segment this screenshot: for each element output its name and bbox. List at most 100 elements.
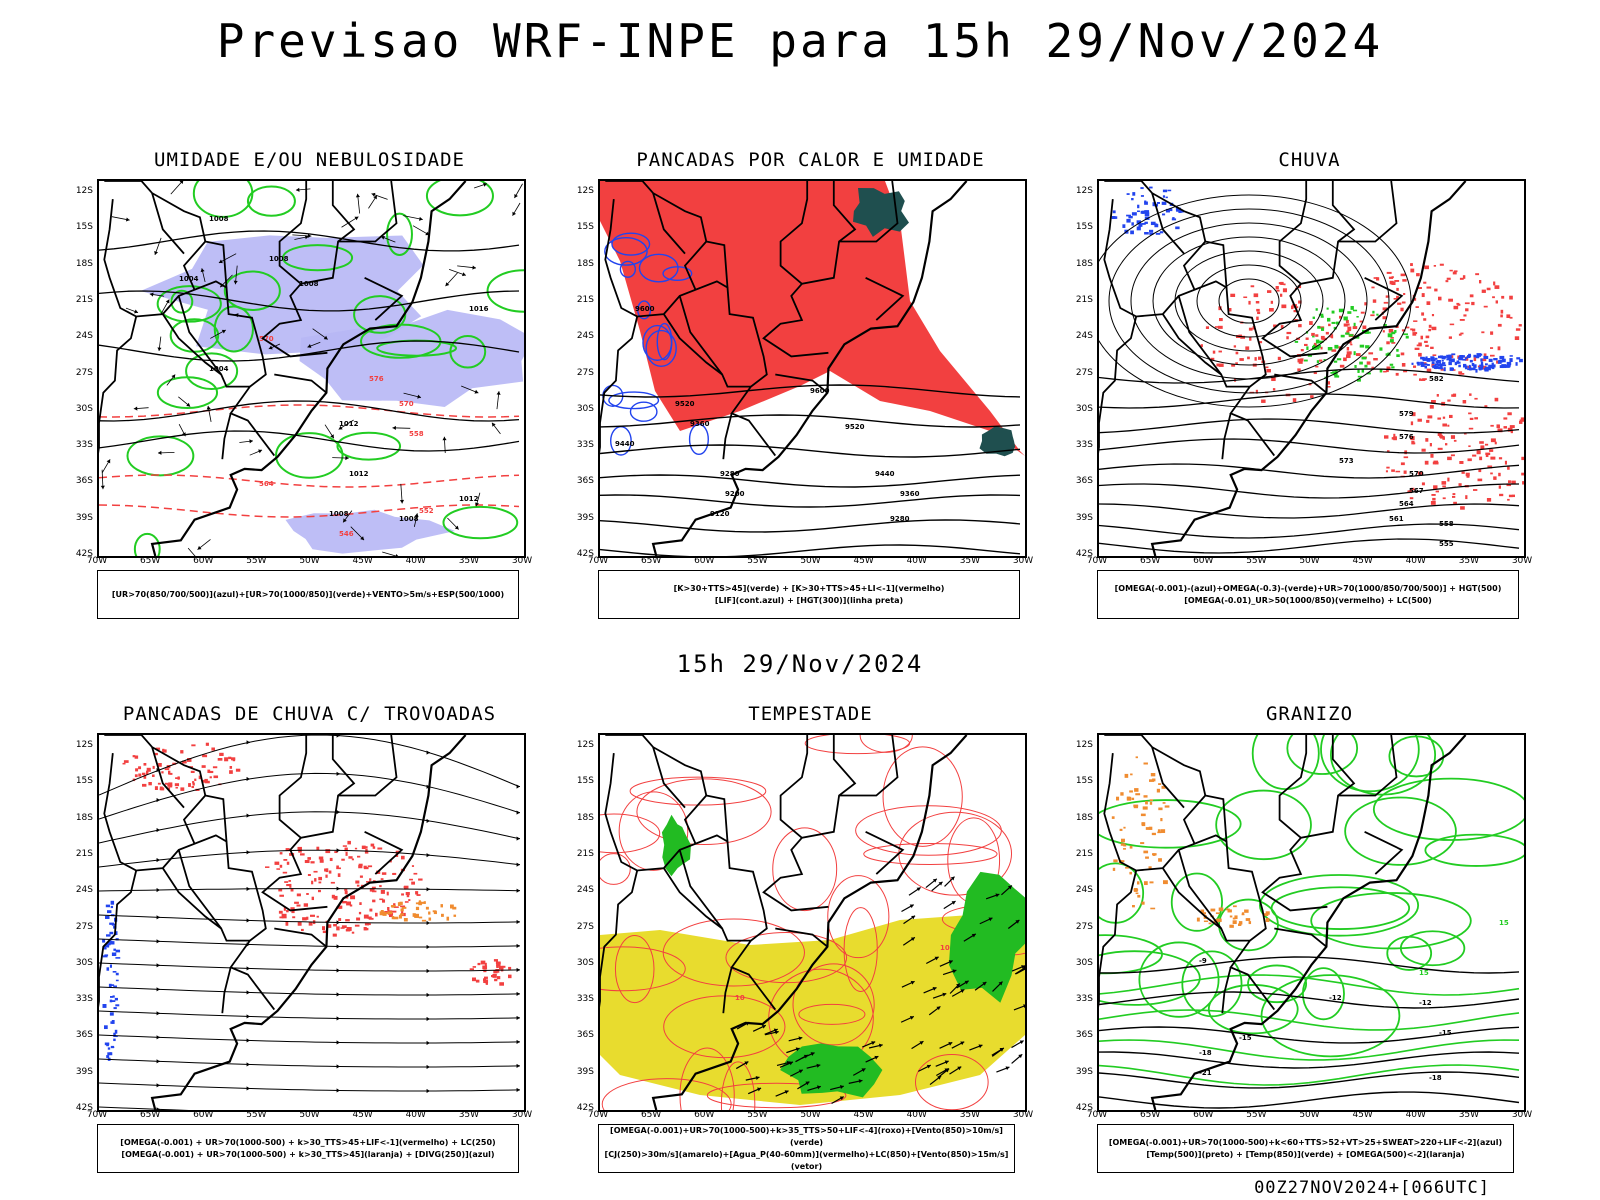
storm-area-red [469,959,512,986]
humidity-contour-green [275,432,344,479]
main-title: Previsao WRF-INPE para 15h 29/Nov/2024 [216,14,1384,68]
wind-arrow [292,233,312,238]
political-border [261,837,328,912]
wind-arrow [368,195,378,209]
streamline-arrow [336,944,340,949]
contour-label: 1004 [179,275,199,283]
temp-850-contour [1286,735,1359,775]
temp-850-contour [1258,874,1420,937]
streamline-arrow [516,967,520,972]
streamline-arrow [516,888,520,893]
lifted-index-contour [645,329,677,368]
wind-vector [1014,966,1025,975]
temp-500-contour [1099,956,1520,974]
streamline-arrow [336,848,340,853]
contour-label: 1012 [349,470,369,478]
lon-tick-label: 70W [86,556,108,566]
precipitable-water-contour [720,1061,756,1110]
contour-label: 579 [1399,410,1414,418]
lifted-index-contour [638,253,679,283]
wind-arrow [178,396,191,407]
streamline [99,735,520,796]
contour-label: -15 [1439,1029,1452,1037]
wind-arrow [154,237,162,256]
political-border [775,373,828,394]
precipitable-water-contour [662,918,805,987]
lon-tick-label: 50W [800,1110,821,1120]
wind-arrow [403,215,423,221]
lat-tick-label: 24S [576,885,594,896]
lat-tick-label: 12S [576,740,594,751]
contour-label: 552 [419,507,434,515]
streamline-arrow [156,797,160,803]
temp-850-contour [1099,1039,1520,1061]
legend-line: [LIF](cont.azul) + [HGT(300)](linha pret… [714,595,904,605]
lon-tick-label: 55W [246,556,267,566]
map-panel: 1008 1008 1008 1004 1004 1012 1012 1016 1012 1008… [97,179,526,558]
political-border [1338,735,1398,797]
lat-tick-label: 39S [75,1066,93,1077]
lat-tick-label: 39S [576,512,594,523]
wind-vector [801,1052,815,1059]
contour-label: 558 [1439,520,1454,528]
wind-arrow [392,425,411,430]
height-contour [1099,523,1520,539]
storm-area-red [122,742,241,791]
precipitable-water-contour [600,813,661,854]
lat-tick-label: 39S [75,512,93,523]
wind-vector [951,988,965,997]
contour-label: 9600 [635,305,655,313]
political-border [274,927,327,948]
wind-arrow [218,253,237,264]
lon-tick-label: 70W [1086,556,1108,566]
wind-vector [735,1061,749,1070]
streamline-arrow [426,887,430,892]
lat-tick-label: 18S [1075,812,1093,823]
political-border [1103,735,1228,872]
temp-500-contour [1099,1071,1520,1089]
contour-label: 582 [1429,375,1444,383]
east-coastline [651,181,968,556]
thickness-line [99,504,520,518]
streamline [99,772,520,820]
humidity-contour-green [170,289,194,314]
lat-tick-label: 33S [1075,440,1093,451]
political-border [1274,373,1327,394]
wind-arrow [160,299,170,315]
contour-label: 561 [1389,515,1404,523]
precipitable-water-contour [882,746,963,847]
lat-tick-label: 36S [1075,1030,1093,1041]
streamline-arrow [426,1016,430,1022]
contour-label: 9120 [710,510,730,518]
political-border [779,735,857,839]
streamline-arrow [516,862,520,867]
contour-label: -18 [1199,1049,1212,1057]
wind-arrow [170,181,184,195]
lon-tick-label: 60W [193,556,214,566]
wind-vector [806,1063,821,1069]
political-border [663,867,723,930]
political-border [722,413,733,460]
wind-vector [852,1067,866,1076]
humidity-contour-green [336,431,402,461]
lon-tick-label: 35W [458,556,480,566]
contour-label: 9280 [890,515,910,523]
political-border [839,735,899,797]
map-panel: -9 -12 -15 -18 -21 -12 -15 -18 15 15 [1097,733,1526,1112]
lat-tick-label: 27S [576,367,594,378]
wind-vector [928,1005,941,1016]
wind-vector [963,933,977,942]
contour-label: 1008 [209,215,229,223]
lat-tick-label: 24S [1075,885,1093,896]
lat-tick-label: 18S [75,812,93,823]
legend-line: [OMEGA(-0.001) + UR>70(1000-500) + k>30_… [120,1137,496,1147]
contour-label: 564 [1399,500,1414,508]
wind-arrow [249,449,263,456]
panel-title: TEMPESTADE [748,703,873,725]
streamline-arrow [246,918,250,923]
lon-tick-label: 30W [1012,556,1034,566]
streamline-arrow [516,943,520,948]
streamline-arrow [336,1016,340,1021]
wind-arrow [324,424,335,439]
wind-arrow [342,510,353,523]
